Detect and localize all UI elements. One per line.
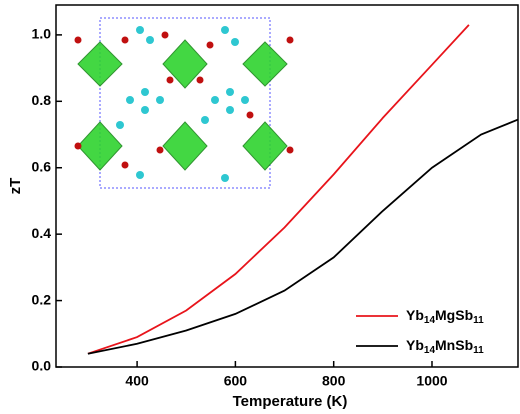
x-tick-label: 400 — [125, 373, 149, 389]
atom — [136, 26, 144, 34]
polyhedron — [242, 41, 288, 87]
atom — [156, 146, 164, 154]
atom — [221, 26, 229, 34]
atom — [211, 96, 219, 104]
atom — [286, 36, 294, 44]
legend-label: Yb14MnSb11 — [406, 337, 484, 356]
y-tick-label: 0.6 — [32, 158, 52, 174]
atom — [121, 161, 129, 169]
y-tick-label: 0.0 — [32, 358, 52, 374]
atom — [146, 36, 154, 44]
atom — [226, 106, 234, 114]
atom — [241, 96, 249, 104]
atom — [206, 41, 214, 49]
atom — [201, 116, 209, 124]
atom — [121, 36, 129, 44]
atom — [156, 96, 164, 104]
polyhedron — [162, 121, 208, 171]
atom — [74, 142, 82, 150]
unit-cell — [99, 17, 271, 189]
atom — [166, 76, 174, 84]
y-tick-label: 0.4 — [32, 225, 52, 241]
atom — [74, 36, 82, 44]
series-line — [87, 24, 470, 355]
x-tick-label: 800 — [322, 373, 346, 389]
polyhedron — [242, 121, 288, 171]
legend-label: Yb14MgSb11 — [406, 307, 484, 326]
y-tick-label: 0.8 — [32, 92, 52, 108]
atom — [141, 106, 149, 114]
atom — [126, 96, 134, 104]
plot-frame — [55, 4, 519, 368]
atom — [231, 38, 239, 46]
polyhedron — [162, 39, 208, 89]
atom — [226, 88, 234, 96]
atom — [116, 121, 124, 129]
x-tick-label: 600 — [224, 373, 248, 389]
atom — [221, 174, 229, 182]
series-line — [87, 118, 519, 355]
x-axis-label: Temperature (K) — [233, 393, 348, 410]
atom — [161, 31, 169, 39]
crystal-inset — [74, 17, 294, 189]
atom — [246, 111, 254, 119]
x-tick-label: 1000 — [416, 373, 447, 389]
atom — [141, 88, 149, 96]
y-tick-label: 1.0 — [32, 26, 52, 42]
atom — [286, 146, 294, 154]
atom — [196, 76, 204, 84]
atom — [136, 171, 144, 179]
y-axis-label: zT — [7, 178, 24, 195]
polyhedron — [77, 41, 123, 87]
y-tick-label: 0.2 — [32, 291, 52, 307]
polyhedron — [77, 121, 123, 171]
